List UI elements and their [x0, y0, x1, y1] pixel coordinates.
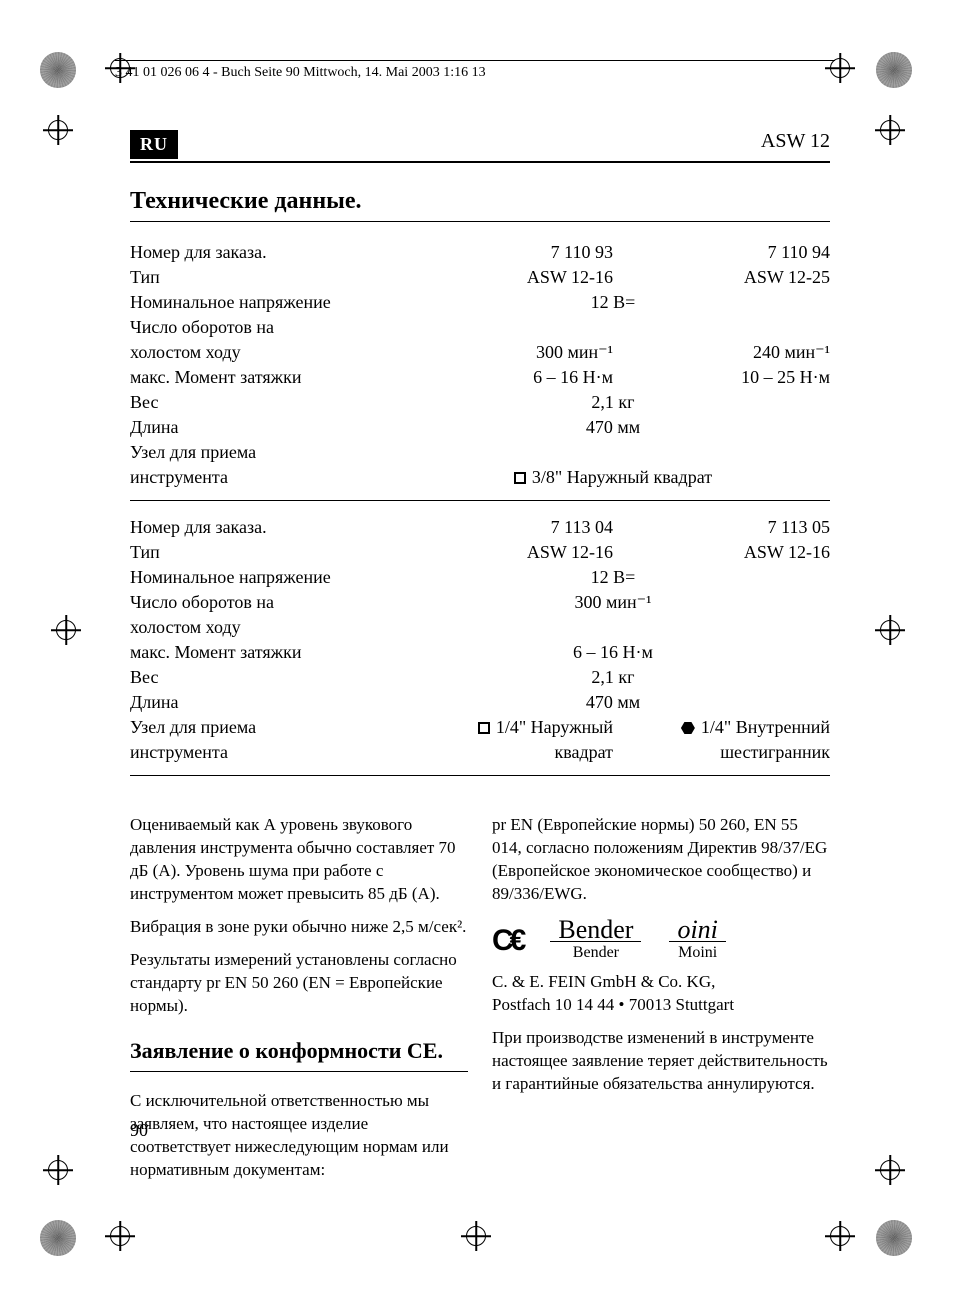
- value: 300 мин⁻¹: [396, 340, 613, 365]
- spec-table-2: Номер для заказа. 7 113 04 7 113 05 Тип …: [130, 515, 830, 765]
- value: ASW 12-16: [396, 265, 613, 290]
- square-drive-icon: [478, 722, 490, 734]
- label-length: Длина: [130, 415, 396, 440]
- label-chuck: Узел для приема: [130, 715, 396, 740]
- label-rpm2: холостом ходу: [130, 615, 396, 640]
- value: 12 В=: [396, 565, 830, 590]
- crop-mark-icon: [110, 1226, 130, 1246]
- value: ASW 12-25: [613, 265, 830, 290]
- signature-bender: Bender Bender: [550, 920, 641, 963]
- label-rpm2: холостом ходу: [130, 340, 396, 365]
- value: 7 113 04: [396, 515, 613, 540]
- label-order: Номер для заказа.: [130, 240, 396, 265]
- paragraph: pr EN (Европейские нормы) 50 260, EN 55 …: [492, 814, 830, 906]
- paragraph: При производстве изменений в инструменте…: [492, 1027, 830, 1096]
- label-order: Номер для заказа.: [130, 515, 396, 540]
- value: 3/8" Наружный квадрат: [396, 465, 830, 490]
- label-torque: макс. Момент затяжки: [130, 640, 396, 665]
- value: 12 В=: [396, 290, 830, 315]
- label-weight: Вес: [130, 390, 396, 415]
- label-type: Тип: [130, 265, 396, 290]
- crop-mark-icon: [56, 620, 76, 640]
- register-rosette: [40, 52, 76, 88]
- label-chuck: Узел для приема: [130, 440, 396, 465]
- divider: [130, 775, 830, 776]
- label-chuck2: инструмента: [130, 465, 396, 490]
- label-torque: макс. Момент затяжки: [130, 365, 396, 390]
- paragraph: Оцениваемый как А уровень звукового давл…: [130, 814, 468, 906]
- value: 470 мм: [396, 415, 830, 440]
- paragraph: Вибрация в зоне руки обычно ниже 2,5 м/с…: [130, 916, 468, 939]
- register-rosette: [40, 1220, 76, 1256]
- value: 6 – 16 Н·м: [396, 365, 613, 390]
- value: ASW 12-16: [613, 540, 830, 565]
- value: 240 мин⁻¹: [613, 340, 830, 365]
- crop-mark-icon: [48, 1160, 68, 1180]
- label-voltage: Номинальное напряжение: [130, 565, 396, 590]
- paragraph: Результаты измерений установлены согласн…: [130, 949, 468, 1018]
- right-column: pr EN (Европейские нормы) 50 260, EN 55 …: [492, 814, 830, 1192]
- section-title-ce: Заявление о конформности СЕ.: [130, 1036, 468, 1073]
- value: 6 – 16 Н·м: [396, 640, 830, 665]
- register-rosette: [876, 52, 912, 88]
- signature-moini: oini Moini: [669, 920, 725, 963]
- value: 7 110 94: [613, 240, 830, 265]
- crop-mark-icon: [880, 120, 900, 140]
- page-header: RU ASW 12: [130, 130, 830, 163]
- label-type: Тип: [130, 540, 396, 565]
- model-label: ASW 12: [761, 130, 830, 153]
- value: шестигранник: [613, 740, 830, 765]
- hex-drive-icon: [681, 722, 695, 734]
- value: ASW 12-16: [396, 540, 613, 565]
- crop-mark-icon: [880, 620, 900, 640]
- label-chuck2: инструмента: [130, 740, 396, 765]
- crop-mark-icon: [48, 120, 68, 140]
- section-title-tech: Технические данные.: [130, 188, 830, 222]
- value: квадрат: [396, 740, 613, 765]
- ce-signature-row: C€ Bender Bender oini Moini: [492, 920, 830, 963]
- label-voltage: Номинальное напряжение: [130, 290, 396, 315]
- crop-mark-icon: [466, 1226, 486, 1246]
- value: 470 мм: [396, 690, 830, 715]
- ce-mark-icon: C€: [492, 921, 522, 962]
- label-length: Длина: [130, 690, 396, 715]
- left-column: Оцениваемый как А уровень звукового давл…: [130, 814, 468, 1192]
- language-badge: RU: [130, 130, 178, 159]
- crop-mark-icon: [830, 1226, 850, 1246]
- value: 10 – 25 Н·м: [613, 365, 830, 390]
- value: 1/4" Внутренний: [613, 715, 830, 740]
- paragraph: С исключительной ответственностью мы зая…: [130, 1090, 468, 1182]
- print-header: 3 41 01 026 06 4 - Buch Seite 90 Mittwoc…: [115, 60, 835, 81]
- label-rpm: Число оборотов на: [130, 590, 396, 615]
- body-columns: Оцениваемый как А уровень звукового давл…: [130, 814, 830, 1192]
- value: 7 113 05: [613, 515, 830, 540]
- register-rosette: [876, 1220, 912, 1256]
- value: 2,1 кг: [396, 390, 830, 415]
- address: C. & E. FEIN GmbH & Co. KG,Postfach 10 1…: [492, 971, 830, 1017]
- label-weight: Вес: [130, 665, 396, 690]
- square-drive-icon: [514, 472, 526, 484]
- spec-table-1: Номер для заказа. 7 110 93 7 110 94 Тип …: [130, 240, 830, 490]
- label-rpm: Число оборотов на: [130, 315, 396, 340]
- value: 300 мин⁻¹: [396, 590, 830, 615]
- value: 2,1 кг: [396, 665, 830, 690]
- divider: [130, 500, 830, 501]
- crop-mark-icon: [880, 1160, 900, 1180]
- page-number: 90: [130, 1120, 148, 1141]
- value: 7 110 93: [396, 240, 613, 265]
- value: 1/4" Наружный: [396, 715, 613, 740]
